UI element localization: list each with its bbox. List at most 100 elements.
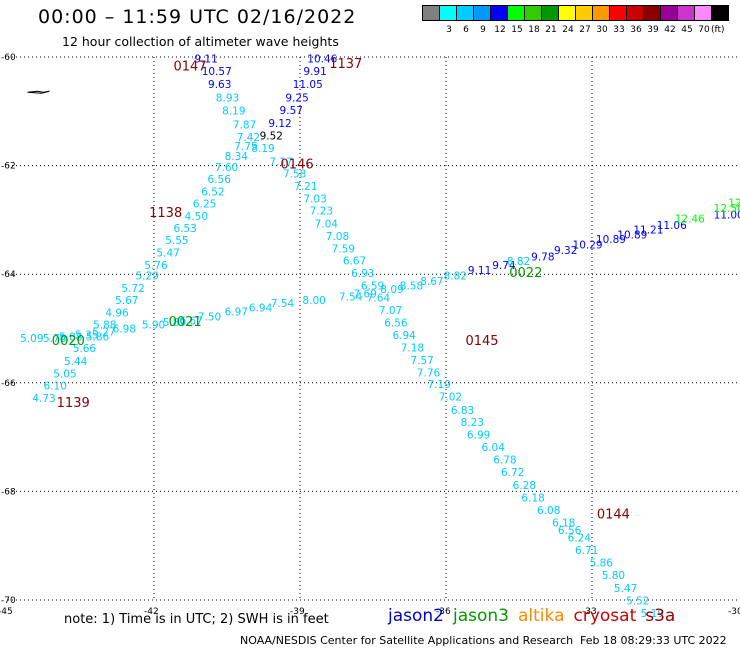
color-scale-label: 42 — [664, 25, 676, 35]
wave-height-label: 4.96 — [105, 308, 129, 320]
color-scale-label: 24 — [562, 25, 574, 35]
pass-time-label: 1137 — [329, 57, 362, 72]
wave-height-label: 6.67 — [179, 316, 202, 328]
wave-height-label: 8.58 — [400, 280, 423, 292]
wave-height-label: 8.19 — [222, 106, 245, 118]
pass-time-label: 1139 — [57, 396, 90, 411]
wave-height-label: 7.07 — [379, 305, 402, 317]
wave-height-label: 5.86 — [86, 331, 110, 343]
satellite-jason2: jason2 — [388, 606, 444, 626]
wave-height-label: 5.88 — [93, 320, 116, 332]
x-tick-label: -36 — [436, 607, 451, 617]
pass-time-label: 0144 — [597, 508, 630, 523]
wave-height-label: 8.82 — [507, 256, 530, 268]
wave-height-label: 5.29 — [136, 271, 159, 283]
wave-height-label: 6.93 — [351, 268, 374, 280]
wave-height-label: 12.50 — [714, 203, 740, 215]
color-scale-label: 30 — [596, 25, 608, 35]
color-scale-label: 12 — [494, 25, 506, 35]
wave-height-label: 12.51 — [728, 197, 740, 209]
wave-height-label: 9.63 — [208, 79, 231, 91]
wave-height-label: 7.50 — [198, 311, 221, 323]
wave-height-label: 10.89 — [617, 229, 647, 241]
wave-height-label: 5.66 — [73, 343, 97, 355]
wave-height-label: 10.89 — [596, 234, 626, 246]
pass-time-label: 1138 — [149, 206, 182, 221]
wave-height-label: 5.47 — [614, 583, 637, 595]
wave-height-label: 7.19 — [428, 379, 451, 391]
wave-height-label: 11.05 — [293, 79, 323, 91]
credit-text: NOAA/NESDIS Center for Satellite Applica… — [240, 634, 574, 647]
color-scale-label: 27 — [579, 25, 591, 35]
wave-height-label: 6.53 — [173, 223, 196, 235]
wave-height-label: 7.54 — [339, 291, 363, 303]
satellite-jason3: jason3 — [453, 606, 509, 626]
pass-time-label: 0147 — [173, 60, 206, 75]
wave-height-label: 6.56 — [208, 174, 232, 186]
wave-height-label: 5.86 — [590, 557, 614, 569]
wave-height-label: 8.09 — [380, 284, 403, 296]
pass-time-label: 0146 — [281, 157, 314, 172]
wave-height-label: 6.83 — [451, 405, 474, 417]
wave-height-label: 6.24 — [568, 532, 592, 544]
y-tick-label: -70 — [1, 596, 16, 606]
credit-date: Feb 18 08:29:33 UTC 2022 — [580, 634, 727, 647]
wave-height-label: 6.99 — [467, 430, 490, 442]
pass-time-label: 0021 — [169, 315, 202, 330]
wave-height-label: 5.52 — [626, 595, 649, 607]
x-tick-label: -39 — [290, 607, 305, 617]
wave-height-label: 9.11 — [468, 265, 491, 277]
satellite-key: jason2 jason3 altika cryosat s3a — [388, 606, 684, 626]
satellite-s3a: s3a — [645, 606, 676, 626]
color-scale-label: 21 — [545, 25, 557, 35]
pass-time-label: 0020 — [52, 334, 85, 349]
wave-height-label: 6.94 — [249, 303, 273, 315]
y-tick-label: -68 — [1, 487, 16, 497]
satellite-cryosat: cryosat — [573, 606, 637, 626]
color-scale-label: 45 — [681, 25, 693, 35]
color-scale-label: 33 — [613, 25, 625, 35]
wave-height-label: 9.91 — [303, 66, 326, 78]
wave-height-label: 9.52 — [260, 131, 283, 143]
wave-height-label: 5.35 — [75, 329, 98, 341]
pass-time-label: 0022 — [509, 266, 542, 281]
wave-height-label: 5.44 — [64, 356, 88, 368]
wave-height-label: 5.47 — [156, 247, 179, 259]
wave-height-label: 7.42 — [237, 132, 260, 144]
wave-height-label: 6.98 — [113, 323, 136, 335]
color-scale-label: 15 — [511, 25, 523, 35]
wave-height-label: 6.94 — [392, 330, 416, 342]
wave-height-label: 6.71 — [575, 545, 598, 557]
wave-height-label: 4.50 — [185, 211, 208, 223]
wave-height-label: 6.04 — [482, 442, 506, 454]
pass-time-label: 0145 — [465, 334, 498, 349]
wave-height-label: 7.02 — [439, 392, 462, 404]
wave-height-label: 8.93 — [216, 93, 239, 105]
wave-height-label: 11.21 — [633, 224, 663, 236]
wave-height-label: 11.00 — [714, 209, 740, 221]
wave-height-label: 4.73 — [32, 393, 55, 405]
wave-height-label: 12.46 — [675, 214, 705, 226]
wave-height-label: 6.72 — [501, 467, 524, 479]
x-tick-label: -42 — [144, 607, 159, 617]
wave-height-label: 8.00 — [302, 295, 325, 307]
satellite-altika: altika — [518, 606, 565, 626]
color-scale-label: 39 — [647, 25, 659, 35]
y-tick-label: -66 — [1, 379, 16, 389]
wave-height-label: 11.06 — [657, 220, 687, 232]
wave-height-label: 8.67 — [420, 276, 443, 288]
wave-height-label: 6.18 — [521, 493, 544, 505]
color-scale-label: 18 — [528, 25, 540, 35]
wave-height-label: 5.88 — [59, 331, 82, 343]
wave-height-label: 9.32 — [554, 245, 577, 257]
x-tick-label: -30 — [728, 607, 740, 617]
wave-height-label: 7.76 — [417, 367, 441, 379]
wave-height-label: 10.57 — [202, 66, 232, 78]
wave-height-label: 5.90 — [142, 320, 165, 332]
chart-subtitle: 12 hour collection of altimeter wave hei… — [62, 34, 339, 49]
color-scale-label: 9 — [480, 25, 486, 35]
wave-height-label: 6.18 — [552, 518, 575, 530]
wave-height-label: 7.60 — [215, 162, 238, 174]
color-scale-swatch — [711, 5, 729, 21]
wave-height-label: 7.17 — [269, 157, 292, 169]
